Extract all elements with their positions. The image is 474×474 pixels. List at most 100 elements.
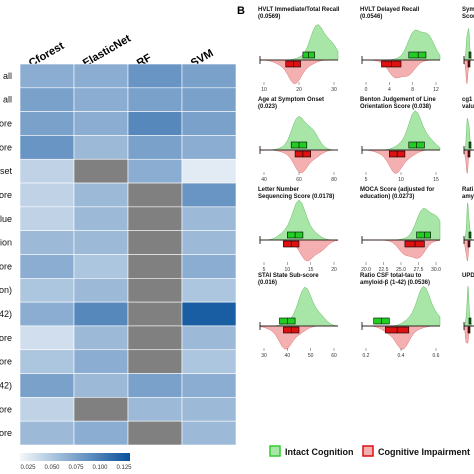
tick-label: 15 [308, 267, 314, 273]
row-label: ion [0, 238, 12, 248]
intact-box [408, 51, 427, 59]
heatmap-cell [127, 63, 183, 89]
heatmap-cell [127, 230, 183, 255]
panel-title: Sequencing Score (0.0178) [258, 194, 334, 200]
tick-label: 40 [261, 177, 267, 183]
panel-title: Age at Symptom Onset [258, 97, 324, 103]
tick-label: 8 [411, 87, 414, 93]
density-panels: HVLT Immediate/Total Recall(0.0569) 10 20 3… [258, 7, 474, 359]
heatmap-cell [73, 397, 129, 422]
row-label: -42) [0, 309, 12, 319]
heatmap-cell [127, 301, 183, 327]
heatmap-cell [181, 278, 237, 303]
heatmap-cell [73, 230, 129, 255]
tick-label: 5 [365, 177, 368, 183]
tick-label: 4 [388, 87, 391, 93]
heatmap-cell [127, 182, 183, 208]
heatmap-cell [19, 135, 75, 160]
legend-label: Intact Cognition [285, 447, 354, 457]
colorbar-tick: 0.125 [116, 465, 132, 471]
heatmap-cell [181, 158, 237, 184]
density-panel: Age at Symptom Onset(0.023) 40 60 80 [258, 97, 339, 183]
heatmap-cell [19, 325, 75, 351]
intact-density [362, 110, 441, 151]
panel-title: Rati [462, 187, 474, 193]
panel-title: education) (0.0273) [360, 194, 414, 200]
tick-label: 60 [331, 353, 337, 359]
row-label: set [0, 166, 12, 176]
heatmap-cell [73, 254, 129, 279]
tick-label: 30 [261, 353, 267, 359]
legend: Intact Cognition Cognitive Impairment [269, 445, 470, 457]
heatmap-cell [181, 420, 237, 446]
tick-label: 5 [263, 267, 266, 273]
panel-title: Ratio CSF total-tau to [360, 273, 422, 279]
row-label: ore [0, 261, 12, 271]
legend-swatch [269, 445, 281, 457]
row-label: all [3, 95, 12, 105]
heatmap-cell [181, 397, 237, 422]
legend-label: Cognitive Impairment [378, 447, 470, 457]
heatmap-cell [127, 373, 183, 398]
panel-title: (0.0546) [360, 14, 382, 20]
row-label: ore [0, 190, 12, 200]
density-panel: HVLT Immediate/Total Recall(0.0569) 10 20 3… [258, 7, 340, 93]
heatmap-cell [19, 301, 75, 327]
row-label: ore [0, 142, 12, 152]
heatmap-cell [181, 373, 237, 398]
tick-label: 20 [296, 87, 302, 93]
heatmap-cell [19, 420, 75, 446]
panel-title: (0.016) [258, 280, 277, 286]
heatmap-cell [19, 254, 75, 279]
colorbar-tick: 0.075 [68, 465, 84, 471]
intact-density [362, 29, 441, 61]
panel-b-label: B [237, 5, 245, 17]
tick-label: 27.5 [414, 267, 424, 273]
heatmap-cell [73, 206, 129, 231]
heatmap-cell [73, 63, 129, 89]
heatmap-cell [19, 158, 75, 184]
tick-label: 15 [433, 177, 439, 183]
heatmap-cell [73, 278, 129, 303]
tick-label: 30.0 [431, 267, 441, 273]
heatmap-cell [73, 182, 129, 208]
tick-label: 0.4 [398, 353, 405, 359]
tick-label: 50 [308, 353, 314, 359]
density-panel: HVLT Delayed Recall(0.0546) 0 4 8 12 [360, 7, 441, 93]
row-label: ore [0, 428, 12, 438]
heatmap-cell [127, 254, 183, 279]
heatmap-cell [73, 135, 129, 160]
impairment-density [362, 325, 440, 350]
density-panel: STAI State Sub-score(0.016) 30 40 50 60 [258, 273, 339, 359]
panel-title: (0.023) [258, 104, 277, 110]
impairment-box [285, 60, 301, 68]
heatmap-cell [19, 349, 75, 374]
colorbar-tick: 0.025 [20, 465, 36, 471]
intact-density [260, 115, 339, 151]
legend-swatch [362, 445, 374, 457]
heatmap-panel: Cforest ElasticNet RF SVMallalloreoresetore… [0, 32, 237, 446]
tick-label: 20 [331, 267, 337, 273]
panel-title: amyl [462, 194, 474, 200]
row-label: 42) [0, 380, 12, 390]
colorbar: 0.025 0.050 0.075 0.100 0.125 [20, 453, 132, 471]
panel-title: HVLT Immediate/Total Recall [258, 7, 340, 13]
row-label: ore [0, 404, 12, 414]
panel-title: Sym [462, 7, 474, 13]
heatmap-cell [181, 254, 237, 279]
tick-label: 30 [331, 87, 337, 93]
impairment-density [362, 239, 441, 259]
heatmap-cell [19, 87, 75, 112]
tick-label: 40 [285, 353, 291, 359]
panel-title: Letter Number [258, 187, 300, 193]
panel-title: Orientation Score (0.038) [360, 104, 431, 110]
panel-title: HVLT Delayed Recall [360, 7, 420, 13]
panel-title: Scor [462, 14, 474, 20]
heatmap-cell [181, 111, 237, 136]
tick-label: 0 [365, 87, 368, 93]
heatmap-cell [127, 111, 183, 136]
panel-title: UPD [462, 273, 474, 279]
